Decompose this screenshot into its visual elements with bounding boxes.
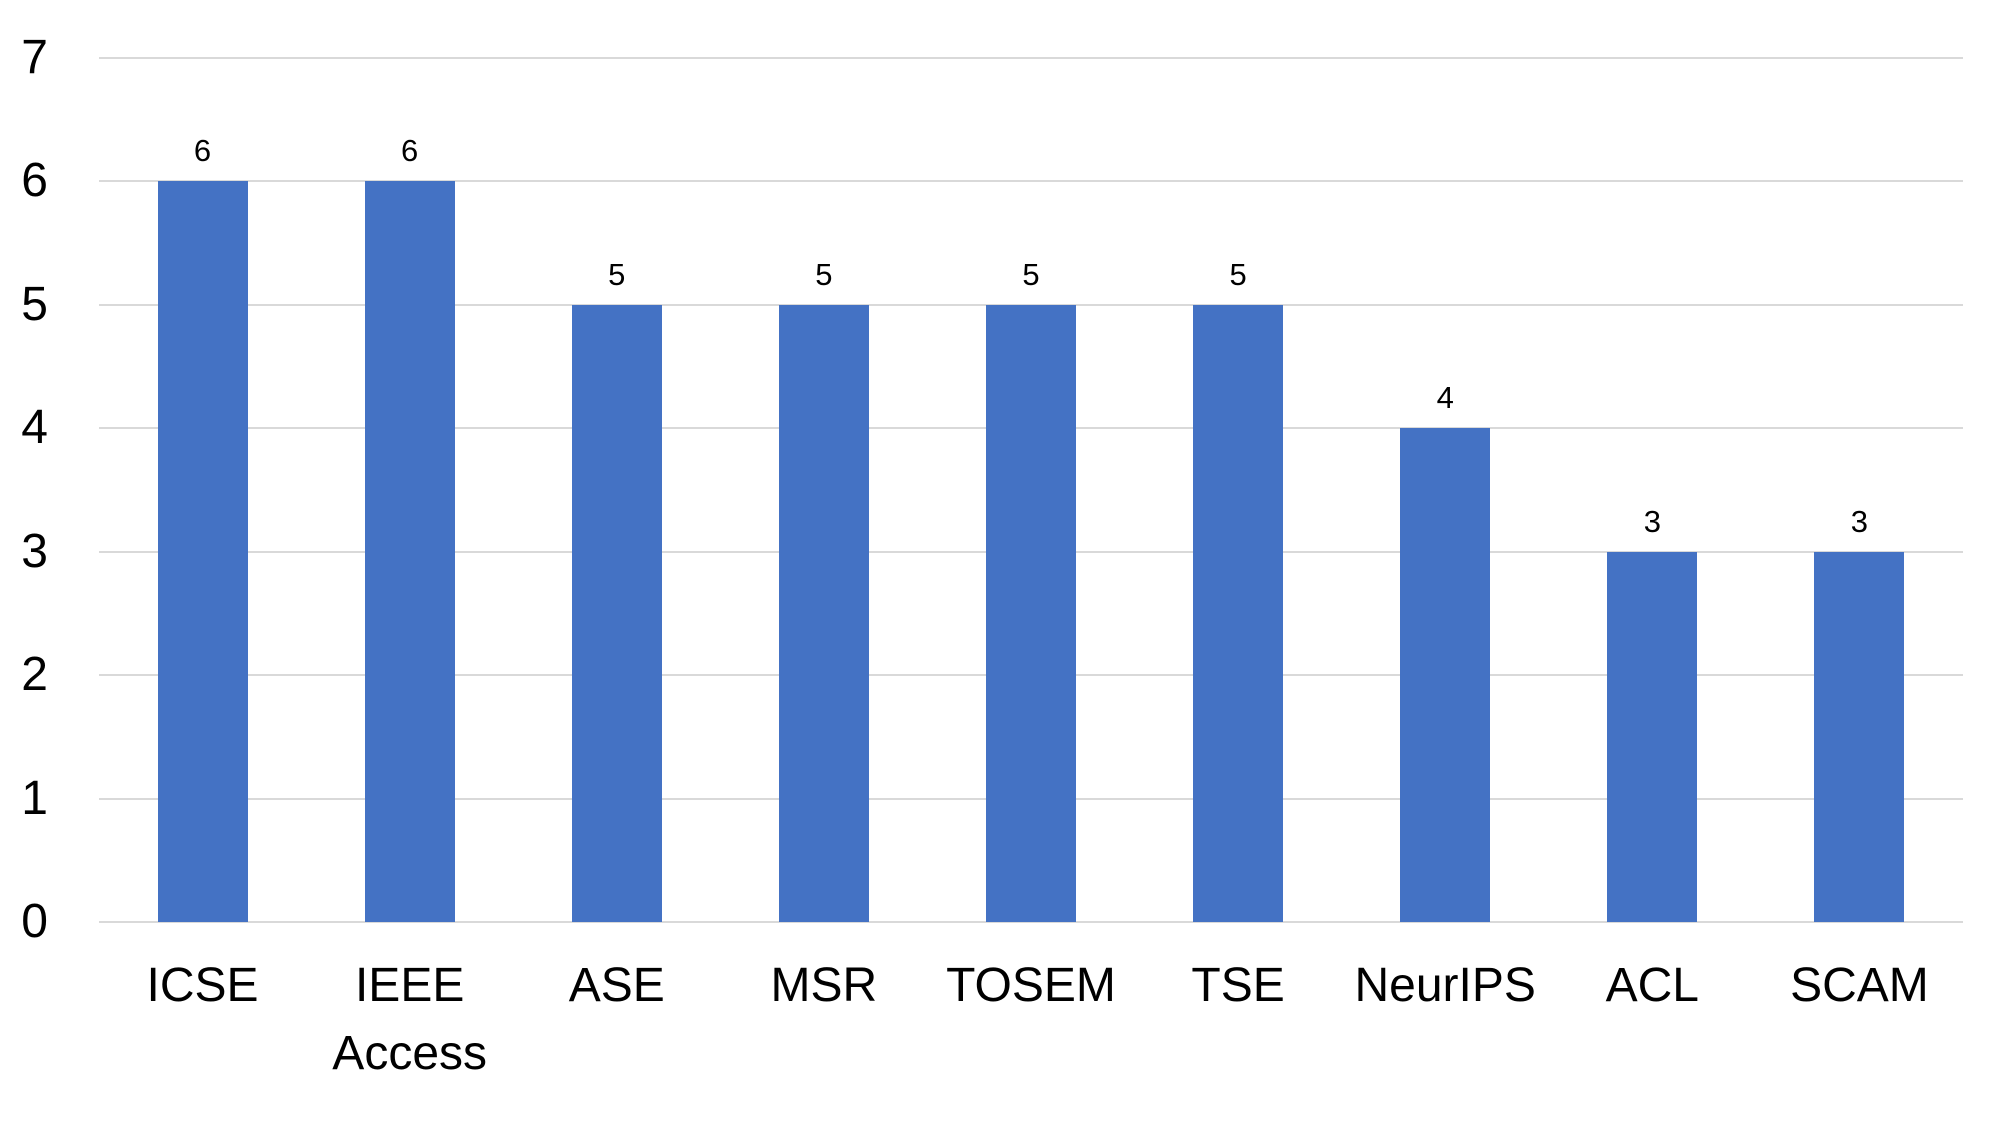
bar-ieee-access	[364, 181, 455, 922]
bar-value-label: 3	[1643, 503, 1661, 539]
y-axis-tick-label: 3	[21, 524, 48, 578]
bar-neurips	[1400, 428, 1491, 922]
y-axis-tick-label: 0	[21, 895, 48, 948]
x-category-label-icse: ICSE	[146, 959, 259, 1012]
bar-value-label: 3	[1850, 503, 1869, 539]
x-category-label-scam: SCAM	[1790, 959, 1929, 1012]
bar-value-label: 5	[1229, 256, 1247, 292]
bar-value-label: 5	[1022, 256, 1040, 292]
x-category-label-ieee-access: IEEE Access	[332, 959, 488, 1080]
bar-value-label: 6	[401, 133, 419, 169]
plot-area: 6 6 5 5 5 5 4 3 3	[99, 57, 1963, 923]
y-axis-tick-label: 5	[21, 277, 48, 331]
x-category-label-tosem: TOSEM	[946, 959, 1116, 1012]
gridline-y6	[99, 180, 1963, 183]
bar-icse	[157, 181, 248, 922]
bar-acl	[1607, 551, 1698, 922]
gridline-y7	[99, 57, 1963, 59]
y-axis-tick-label: 7	[21, 31, 48, 84]
y-axis-tick-label: 4	[21, 401, 48, 455]
bar-value-label: 5	[815, 256, 833, 292]
x-category-label-acl: ACL	[1605, 959, 1699, 1012]
x-category-label-msr: MSR	[770, 959, 878, 1012]
x-category-label-ase: ASE	[568, 959, 665, 1012]
bar-msr	[778, 304, 869, 922]
bar-value-label: 5	[608, 256, 626, 292]
y-axis-tick-label: 6	[21, 154, 48, 208]
y-axis-tick-label: 2	[21, 648, 48, 702]
bar-value-label: 4	[1436, 380, 1454, 416]
gridline-y0	[99, 921, 1963, 923]
y-axis-tick-label: 1	[21, 771, 48, 825]
x-category-label-tse: TSE	[1191, 959, 1285, 1012]
x-category-label-neurips: NeurIPS	[1354, 959, 1536, 1012]
bar-scam	[1814, 551, 1905, 922]
bar-ase	[571, 304, 662, 922]
bar-tse	[1193, 304, 1284, 922]
bar-value-label: 6	[193, 133, 212, 169]
gridline-y5	[99, 303, 1963, 306]
bar-tosem	[986, 304, 1076, 922]
